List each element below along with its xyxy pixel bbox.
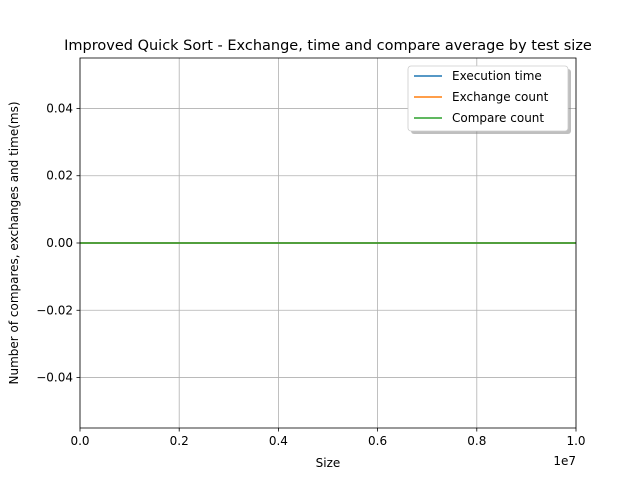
y-axis-label: Number of compares, exchanges and time(m… bbox=[7, 101, 21, 384]
y-tick-label: 0.04 bbox=[46, 101, 73, 115]
legend-label: Compare count bbox=[452, 111, 544, 125]
x-axis-ticks: 0.0 0.2 0.4 0.6 0.8 1.0 bbox=[70, 428, 586, 448]
x-tick-label: 1.0 bbox=[566, 434, 585, 448]
x-tick-label: 0.2 bbox=[170, 434, 189, 448]
y-tick-label: 0.02 bbox=[46, 169, 73, 183]
legend: Execution time Exchange count Compare coun… bbox=[407, 65, 571, 134]
legend-label: Execution time bbox=[452, 69, 542, 83]
x-axis-offset-label: 1e7 bbox=[553, 454, 576, 468]
legend-label: Exchange count bbox=[452, 90, 549, 104]
x-tick-label: 0.6 bbox=[368, 434, 387, 448]
y-tick-label: −0.02 bbox=[36, 303, 73, 317]
y-axis-ticks: −0.04 −0.02 0.00 0.02 0.04 bbox=[36, 101, 80, 385]
y-tick-label: 0.00 bbox=[46, 236, 73, 250]
x-tick-label: 0.8 bbox=[467, 434, 486, 448]
chart-title: Improved Quick Sort - Exchange, time and… bbox=[64, 38, 592, 54]
x-tick-label: 0.4 bbox=[269, 434, 288, 448]
legend-box bbox=[407, 65, 569, 132]
x-tick-label: 0.0 bbox=[70, 434, 89, 448]
x-axis-label: Size bbox=[316, 456, 341, 470]
y-tick-label: −0.04 bbox=[36, 371, 73, 385]
